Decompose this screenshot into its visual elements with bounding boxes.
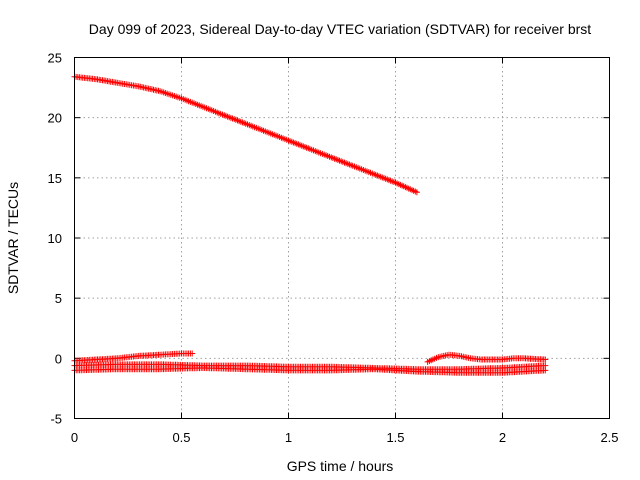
- y-tick-label: 20: [48, 111, 62, 126]
- y-tick-label: 15: [48, 171, 62, 186]
- x-tick-label: 1.5: [386, 430, 404, 445]
- x-tick-label: 0: [71, 430, 78, 445]
- tick-labels: 0 0.5 1 1.5 2 2.5 -5 0 5 10 15 20 25: [48, 51, 619, 446]
- x-tick-label: 1: [285, 430, 292, 445]
- x-tick-label: 2.5: [600, 430, 618, 445]
- y-tick-label: 5: [55, 291, 62, 306]
- x-axis-label: GPS time / hours: [287, 458, 394, 474]
- x-tick-label: 0.5: [172, 430, 190, 445]
- series-upper-band-b: [424, 351, 549, 365]
- y-tick-label: 10: [48, 231, 62, 246]
- y-tick-label: 25: [48, 51, 62, 66]
- data-point-markers: [424, 351, 549, 365]
- y-tick-label: 0: [55, 351, 62, 366]
- x-tick-label: 2: [499, 430, 506, 445]
- y-tick-label: -5: [50, 412, 62, 427]
- plot-frame: [74, 57, 610, 419]
- chart-title: Day 099 of 2023, Sidereal Day-to-day VTE…: [89, 21, 591, 37]
- y-axis-label: SDTVAR / TECUs: [5, 182, 21, 294]
